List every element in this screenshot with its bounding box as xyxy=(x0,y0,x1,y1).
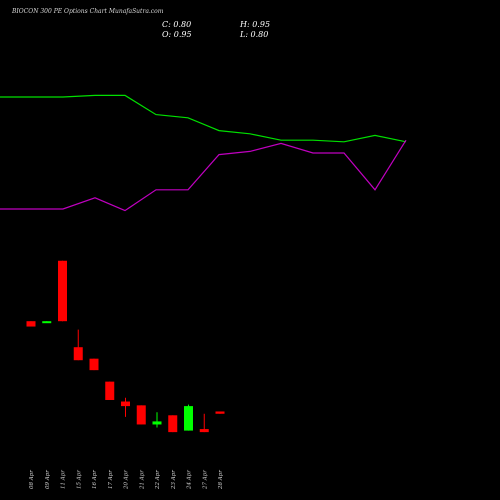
candle xyxy=(136,405,146,425)
candle-body xyxy=(42,321,52,324)
green-line xyxy=(0,94,407,143)
open-value: O: 0.95 xyxy=(162,30,192,39)
candle-body xyxy=(215,411,225,414)
candle xyxy=(58,260,67,322)
candle xyxy=(42,321,52,324)
candle xyxy=(121,397,130,417)
candle xyxy=(215,411,225,414)
x-tick-label: 17 Apr xyxy=(108,470,114,489)
candle xyxy=(199,413,209,433)
x-tick-label: 23 Apr xyxy=(171,470,177,490)
candle xyxy=(168,415,178,433)
candle-body xyxy=(73,347,83,361)
candle-body xyxy=(168,415,178,433)
candle-body xyxy=(121,401,130,407)
x-tick-label: 24 Apr xyxy=(187,470,193,490)
candles xyxy=(26,260,225,433)
candle-body xyxy=(199,429,209,433)
x-tick-label: 16 Apr xyxy=(92,470,98,489)
chart-title: BIOCON 300 PE Options Chart MunafaSutra.… xyxy=(12,8,164,15)
x-tick-label: 09 Apr xyxy=(45,470,51,489)
candle xyxy=(73,329,83,361)
candle-body xyxy=(89,358,99,371)
x-tick-label: 20 Apr xyxy=(124,470,130,490)
candle xyxy=(26,321,36,327)
x-tick-label: 15 Apr xyxy=(76,470,82,489)
candle-body xyxy=(184,406,193,431)
close-value: C: 0.80 xyxy=(162,20,192,29)
x-tick-label: 08 Apr xyxy=(29,470,35,489)
indicator-lines xyxy=(0,94,407,212)
x-tick-label: 11 Apr xyxy=(61,470,67,489)
candle-body xyxy=(152,421,162,425)
candle-body xyxy=(136,405,146,425)
candle-body xyxy=(105,381,115,400)
candle-body xyxy=(26,321,36,327)
candle xyxy=(105,381,115,400)
low-value: L: 0.80 xyxy=(240,30,269,39)
x-tick-label: 22 Apr xyxy=(155,470,161,490)
x-tick-label: 21 Apr xyxy=(139,470,145,490)
candle xyxy=(184,404,193,431)
candle-body xyxy=(58,260,67,322)
candle xyxy=(152,412,162,428)
x-tick-label: 28 Apr xyxy=(218,470,224,490)
candle xyxy=(89,358,99,371)
magenta-line xyxy=(0,139,407,212)
x-tick-label: 27 Apr xyxy=(202,470,208,490)
high-value: H: 0.95 xyxy=(240,20,271,29)
x-axis-labels: 08 Apr 09 Apr 11 Apr 15 Apr 16 Apr 17 Apr 20 A… xyxy=(29,470,224,490)
